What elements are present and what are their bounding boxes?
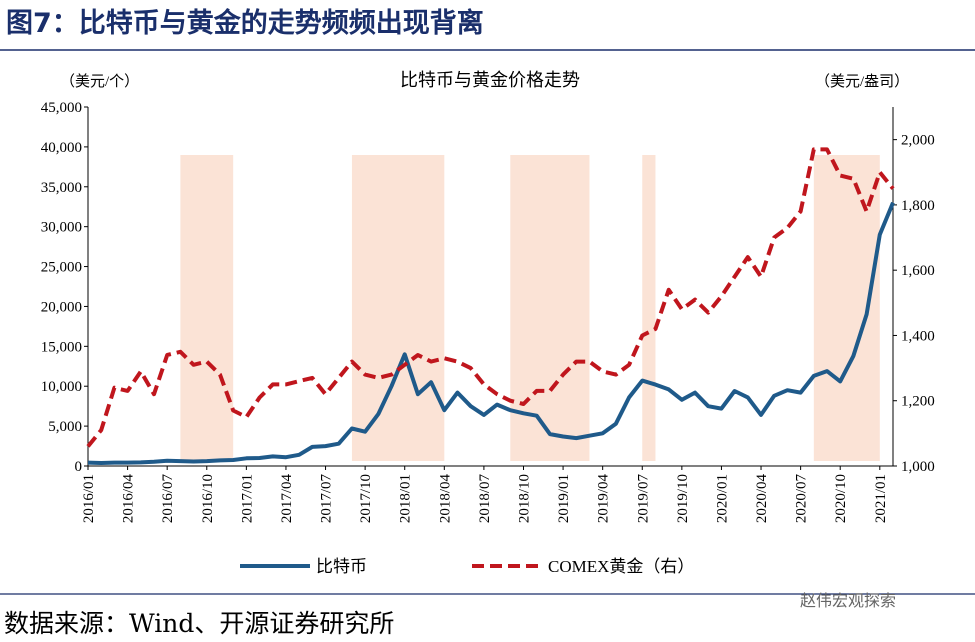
y-tick-label: 25,000 <box>41 260 82 276</box>
y2-tick-label: 1,200 <box>901 394 935 410</box>
y-tick-label: 20,000 <box>41 299 82 315</box>
header: 图7：比特币与黄金的走势频频出现背离 <box>6 7 484 39</box>
x-tick-label: 2018/10 <box>516 474 532 523</box>
highlight-band <box>180 155 234 461</box>
y-tick-label: 10,000 <box>41 379 82 395</box>
x-tick-label: 2017/07 <box>319 474 335 524</box>
x-tick-label: 2018/04 <box>437 474 453 524</box>
series-line <box>87 201 895 465</box>
x-tick-label: 2017/04 <box>279 474 295 524</box>
legend-label: 比特币 <box>316 557 367 576</box>
x-tick-label: 2020/07 <box>794 474 810 524</box>
legend-label: COMEX黄金（右） <box>548 557 694 576</box>
y-tick-label: 5,000 <box>48 419 82 435</box>
series-line <box>86 147 895 448</box>
y2-tick-label: 1,000 <box>901 459 935 475</box>
source: 数据来源：Wind、开源证券研究所 <box>4 609 394 638</box>
x-tick-label: 2020/04 <box>754 474 770 524</box>
x-tick-label: 2016/07 <box>160 474 176 524</box>
x-tick-label: 2019/10 <box>675 474 691 523</box>
x-tick-label: 2020/10 <box>833 474 849 523</box>
x-tick-label: 2017/10 <box>358 474 374 523</box>
x-tick-label: 2016/01 <box>81 474 97 523</box>
y-tick-label: 35,000 <box>41 180 82 196</box>
x-tick-label: 2020/01 <box>714 474 730 523</box>
y2-tick-label: 2,000 <box>901 133 935 149</box>
y2-tick-label: 1,400 <box>901 328 935 344</box>
y-tick-label: 40,000 <box>41 140 82 156</box>
y2-tick-label: 1,800 <box>901 198 935 214</box>
x-tick-label: 2021/01 <box>873 474 889 523</box>
x-tick-label: 2018/01 <box>398 474 414 523</box>
x-tick-label: 2019/04 <box>596 474 612 524</box>
x-tick-label: 2019/01 <box>556 474 572 523</box>
chart-title: 比特币与黄金价格走势 <box>400 70 580 90</box>
highlight-band <box>642 155 656 461</box>
y-tick-label: 15,000 <box>41 339 82 355</box>
x-tick-label: 2016/10 <box>200 474 216 523</box>
y-tick-label: 45,000 <box>41 100 82 116</box>
y-tick-label: 30,000 <box>41 220 82 236</box>
watermark: 赵伟宏观探索 <box>800 591 896 610</box>
highlight-band <box>510 155 590 461</box>
y-axis-label: （美元/个） <box>60 73 139 90</box>
x-tick-label: 2018/07 <box>477 474 493 524</box>
y-tick-label: 0 <box>75 459 83 475</box>
x-tick-label: 2017/01 <box>239 474 255 523</box>
x-tick-label: 2019/07 <box>635 474 651 524</box>
y2-tick-label: 1,600 <box>901 263 935 279</box>
x-tick-label: 2016/04 <box>121 474 137 524</box>
highlight-band <box>351 155 445 461</box>
y2-axis-label: （美元/盎司） <box>815 73 909 90</box>
